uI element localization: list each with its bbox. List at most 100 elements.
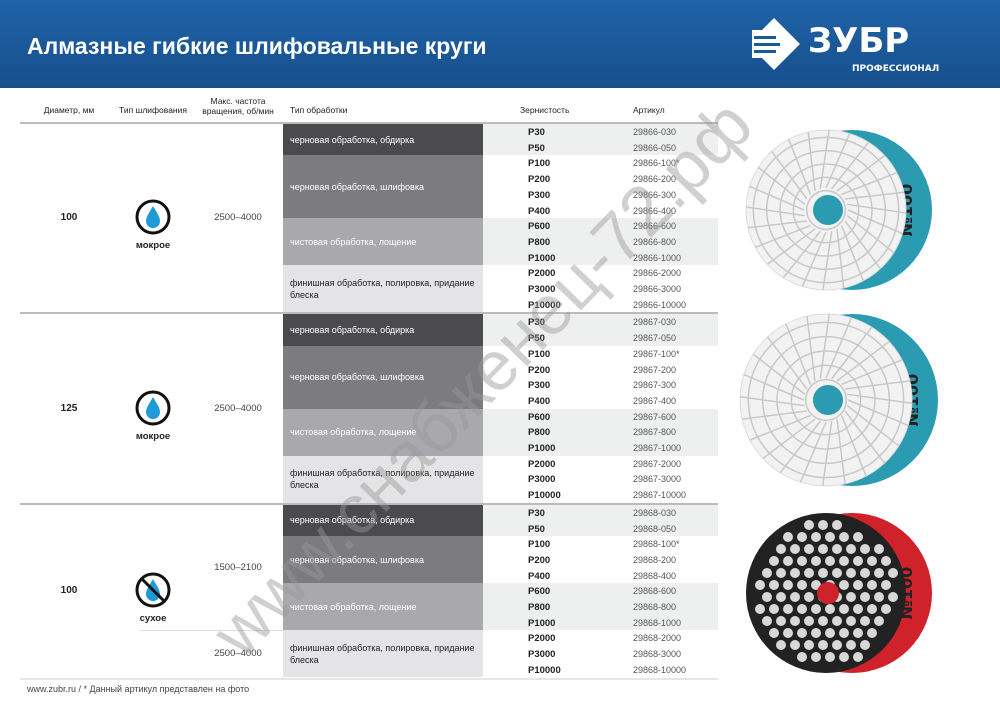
disc-cell [790, 592, 800, 602]
grit-value: P10000 [528, 299, 561, 311]
grit-value: P600 [528, 586, 551, 598]
grit-value: P30 [528, 507, 545, 519]
diameter-value: 100 [60, 585, 78, 597]
row-divider [140, 630, 283, 632]
disc-cell [776, 616, 786, 626]
disc-groove [747, 220, 808, 229]
disc-cell [790, 616, 800, 626]
disc-groove [801, 231, 827, 287]
grit-value: P30 [528, 317, 545, 329]
processing-type: финишная обработка, полировка, придание … [283, 265, 483, 313]
processing-type: черновая обработка, шлифовка [283, 536, 483, 584]
grit-value: P200 [528, 174, 551, 186]
disc-groove [747, 321, 905, 479]
article-number: 29867-1000 [633, 443, 682, 453]
article-number: 29867-400 [633, 395, 677, 406]
disc-groove [792, 176, 860, 244]
disc-groove [766, 336, 808, 390]
article-number: 29866-300 [633, 189, 677, 200]
grit-value: P300 [528, 380, 551, 392]
disc-groove [847, 393, 913, 405]
grit-value: P2000 [528, 633, 556, 645]
disc-groove [836, 340, 890, 382]
disc-cell [839, 556, 849, 566]
footer-note: www.zubr.ru / * Данный артикул представл… [27, 684, 250, 694]
disc-groove [749, 414, 811, 441]
disc-cell [853, 532, 863, 542]
processing-type: черновая обработка, шлифовка [283, 155, 483, 219]
disc-cell [825, 604, 835, 614]
grit-value: P3000 [528, 474, 556, 486]
disc-groove [836, 418, 846, 484]
grit-value: P50 [528, 333, 545, 345]
disc-cell [790, 568, 800, 578]
disc-cell [860, 544, 870, 554]
grit-group-bg [483, 265, 718, 313]
grit-group-bg [483, 583, 718, 631]
disc-cell [811, 604, 821, 614]
section-divider [20, 677, 718, 680]
disc-groove [825, 317, 853, 379]
disc-groove [752, 136, 900, 284]
disc-cell [832, 544, 842, 554]
col-article: Артикул [633, 105, 665, 115]
processing-type: черновая обработка, обдирка [283, 124, 483, 156]
grit-value: P400 [528, 570, 551, 582]
grinding-type: сухое [139, 613, 167, 625]
disc-cell [783, 532, 793, 542]
disc-cell [839, 628, 849, 638]
disc-groove [841, 359, 903, 386]
disc-groove [847, 209, 903, 235]
disc-cell [846, 640, 856, 650]
grit-group-bg [483, 630, 718, 678]
grit-group-bg [483, 345, 718, 409]
grit-value: P400 [528, 205, 551, 217]
rpm-value: 2500–4000 [214, 212, 262, 224]
disc-groove [844, 191, 905, 200]
article-number: 29867-030 [633, 317, 677, 328]
disc-cell [825, 652, 835, 662]
grit-group-bg [483, 155, 718, 219]
disc-groove [840, 225, 865, 282]
article-number: 29867-3000 [633, 474, 682, 485]
disc-cell [853, 652, 863, 662]
grit-value: P1000 [528, 617, 556, 629]
disc-cell [769, 580, 779, 590]
disc-cell [860, 592, 870, 602]
disc-groove [844, 380, 910, 390]
grit-value: P2000 [528, 268, 556, 280]
article-number: 29868-400 [633, 570, 677, 581]
disc-cell [846, 568, 856, 578]
disc-groove [785, 323, 812, 385]
disc-cell [839, 532, 849, 542]
disc-groove [749, 185, 805, 211]
disc-groove [752, 353, 806, 395]
disc-cell [881, 556, 891, 566]
section-divider [20, 312, 718, 315]
disc-groove [757, 166, 806, 205]
disc-cell [804, 640, 814, 650]
disc-cell [776, 592, 786, 602]
article-number: 29866-030 [633, 127, 677, 137]
disc-cell [818, 520, 828, 530]
disc-cell [790, 544, 800, 554]
grit-value: P800 [528, 236, 551, 248]
disc-cell [874, 544, 884, 554]
article-number: 29866-600 [633, 221, 677, 232]
disc-cell [811, 628, 821, 638]
grit-group-bg [483, 408, 718, 456]
disc-groove [745, 206, 805, 217]
disc-cell [804, 544, 814, 554]
disc-groove [799, 421, 827, 483]
col-type: Тип шлифования [119, 105, 187, 115]
disc-cell [853, 628, 863, 638]
product-photos: №100№100№100 [739, 129, 938, 673]
grit-value: P50 [528, 523, 545, 535]
disc-cell [860, 640, 870, 650]
disc-hole [813, 195, 843, 225]
disc-groove [819, 313, 831, 379]
water-drop-icon [134, 389, 172, 427]
processing-type: финишная обработка, полировка, придание … [283, 630, 483, 678]
disc-cell [832, 616, 842, 626]
article-number: 29866-050 [633, 142, 677, 153]
